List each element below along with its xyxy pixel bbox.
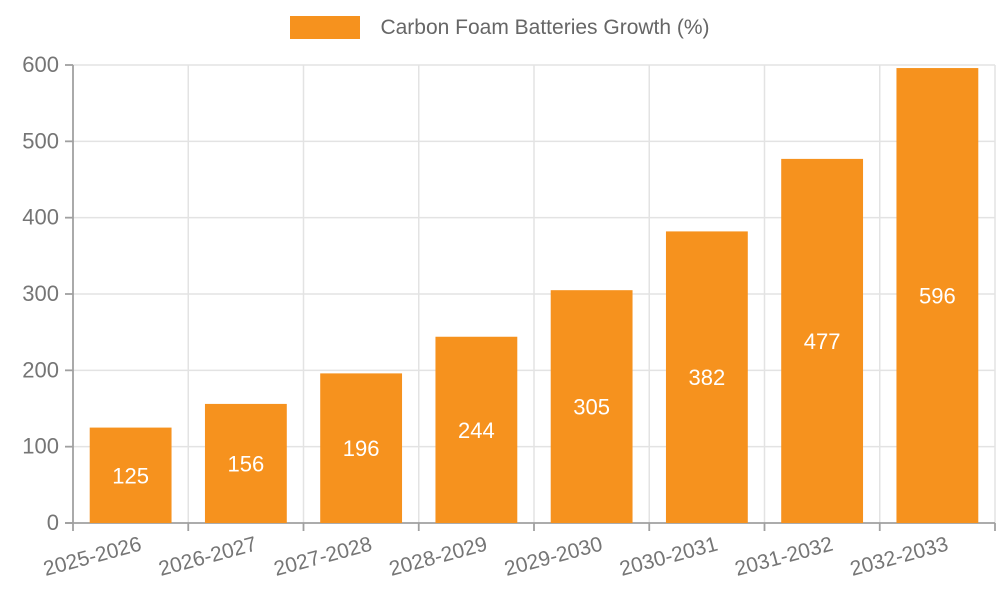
bar-value-label: 477 [804,329,841,354]
y-tick-label: 600 [22,52,59,77]
x-tick-label: 2027-2028 [271,533,374,581]
bar[interactable] [320,373,403,523]
x-tick-label: 2029-2030 [502,533,605,581]
y-tick-label: 400 [22,205,59,230]
y-tick-label: 200 [22,357,59,382]
x-tick-label: 2030-2031 [617,533,720,581]
y-tick-label: 300 [22,281,59,306]
bar-value-label: 196 [343,436,380,461]
bar-value-label: 305 [573,395,610,420]
bar[interactable] [896,68,979,523]
bar[interactable] [781,158,864,523]
x-tick-label: 2031-2032 [732,533,835,581]
bar-value-label: 125 [112,463,149,488]
legend-swatch-icon [290,16,361,39]
legend-label: Carbon Foam Batteries Growth (%) [380,16,710,39]
bar[interactable] [550,290,633,523]
y-tick-label: 0 [47,510,59,535]
y-tick-label: 100 [22,434,59,459]
x-tick-label: 2028-2029 [387,533,490,581]
bar-value-label: 382 [689,365,726,390]
bar[interactable] [665,231,748,523]
y-tick-label: 500 [22,128,59,153]
bar-value-label: 596 [919,284,956,309]
bar-value-label: 244 [458,418,495,443]
bar[interactable] [435,336,518,523]
legend[interactable]: Carbon Foam Batteries Growth (%) [0,16,1000,39]
bar[interactable] [204,403,287,523]
bar-value-label: 156 [228,451,265,476]
bar[interactable] [89,427,172,523]
x-tick-label: 2025-2026 [41,533,144,581]
x-tick-label: 2032-2033 [848,533,951,581]
x-tick-label: 2026-2027 [156,533,259,581]
